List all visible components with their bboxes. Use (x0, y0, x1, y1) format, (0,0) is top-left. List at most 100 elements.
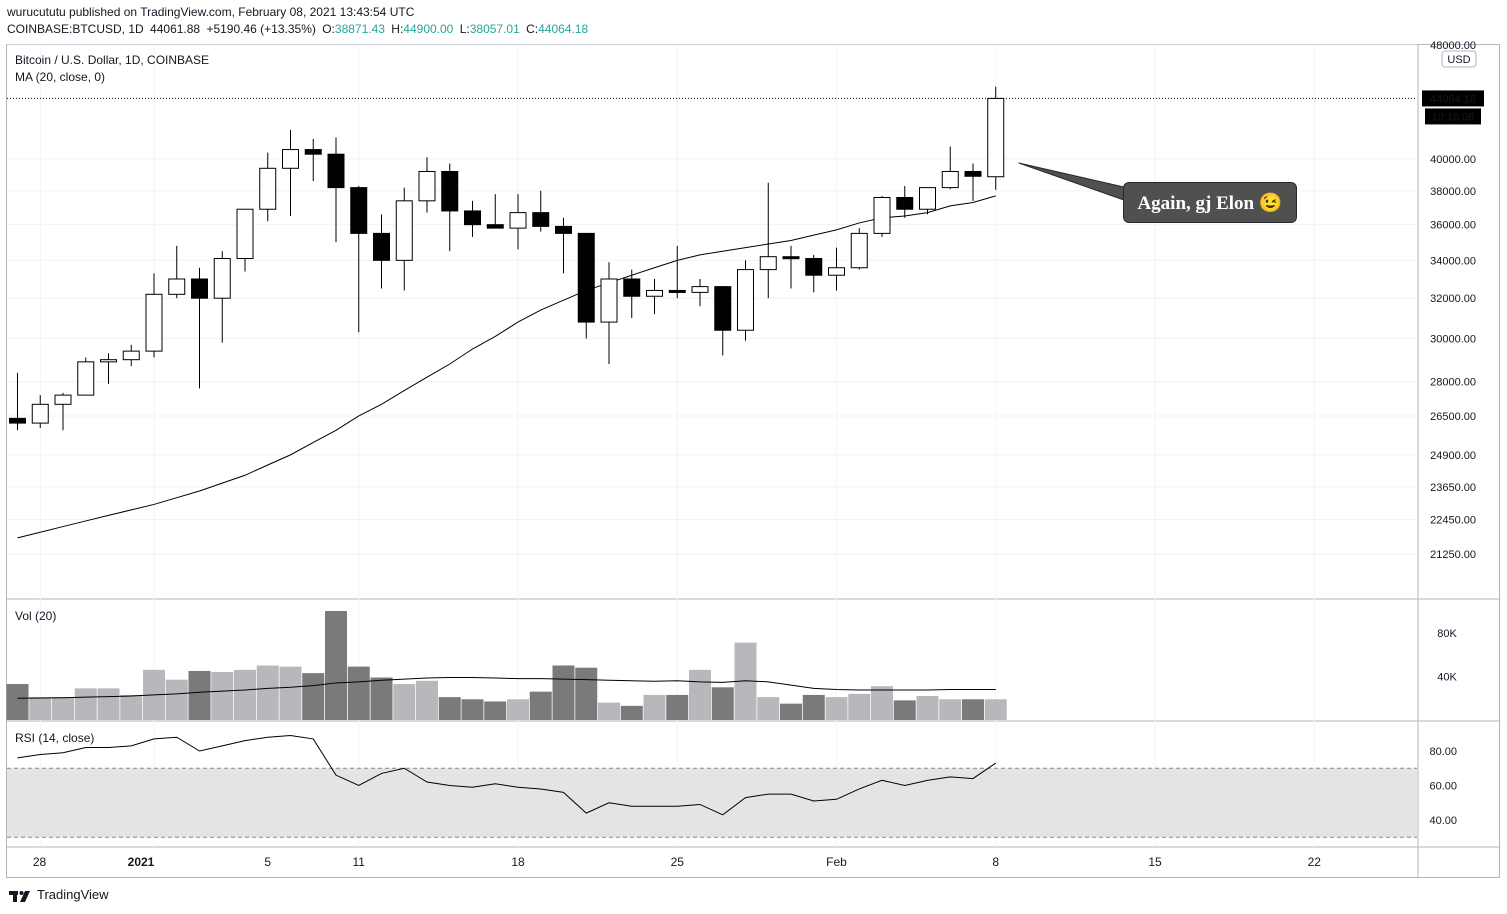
candle-down (441, 170, 459, 212)
footer-brand: TradingView (9, 887, 109, 902)
volume-legend: Vol (20) (15, 609, 57, 623)
volume-bar-up (757, 697, 780, 720)
price-axis-label: 24900.00 (1430, 450, 1476, 462)
close-label: C: (526, 22, 539, 36)
price-axis-label: 22450.00 (1430, 515, 1476, 527)
volume-bar-down (370, 677, 393, 720)
volume-bar-up (984, 699, 1007, 720)
callout-pointer (1018, 162, 1125, 201)
candle-up (395, 200, 413, 261)
candle-up (919, 187, 936, 210)
candle-down (532, 212, 550, 227)
candle-up (236, 208, 254, 260)
candle-down (350, 187, 368, 234)
price-axis-label: 40000.00 (1430, 154, 1476, 166)
candle-up (282, 149, 299, 169)
volume-bar-up (871, 686, 893, 720)
tradingview-logo-icon (9, 890, 30, 902)
volume-bar-up (393, 684, 416, 720)
price-axis-label: 38000.00 (1430, 186, 1476, 198)
rsi-legend: RSI (14, close) (15, 731, 95, 745)
price-axis-label: 48000.00 (1430, 40, 1476, 52)
time-axis-label: 15 (1148, 855, 1162, 869)
volume-bar-up (211, 672, 234, 720)
volume-bar-down (347, 666, 370, 720)
annotation-callout[interactable]: Again, gj Elon 😉 (1123, 182, 1297, 223)
time-axis-label: 2021 (128, 855, 155, 869)
volume-bar-down (620, 705, 643, 720)
volume-bar-up (643, 694, 666, 720)
candle-down (896, 196, 914, 210)
candle-down (714, 286, 732, 331)
time-axis-label: 28 (33, 855, 47, 869)
volume-bar-down (575, 667, 598, 720)
tradingview-brand: TradingView (37, 887, 109, 902)
last-price: 44061.88 (150, 22, 201, 36)
volume-bar-down (325, 611, 347, 720)
time-axis-label: 22 (1308, 855, 1322, 869)
volume-bar-down (461, 699, 484, 720)
candle-up (987, 97, 1005, 178)
volume-bar-up (256, 665, 279, 720)
volume-bar-up (234, 669, 256, 720)
candle-up (168, 278, 186, 295)
volume-bar-up (279, 666, 302, 720)
time-axis-label: Feb (826, 855, 847, 869)
candle-up (646, 289, 663, 297)
close-value: 44064.18 (538, 22, 589, 36)
candle-down (304, 149, 322, 155)
last-price-tag (1422, 90, 1484, 107)
volume-bar-up (97, 688, 120, 720)
time-axis-label: 25 (671, 855, 685, 869)
volume-bar-up (916, 696, 939, 720)
price-axis-label: 32000.00 (1430, 293, 1476, 305)
volume-bar-down (484, 701, 507, 720)
candle-down (782, 256, 800, 260)
price-axis-label: 30000.00 (1430, 334, 1476, 346)
price-axis-label: 36000.00 (1430, 220, 1476, 232)
candle-down (191, 278, 208, 299)
low-value: 38057.01 (469, 22, 520, 36)
volume-bar-up (507, 699, 529, 720)
symbol: COINBASE:BTCUSD, 1D (7, 22, 144, 36)
price-axis-label: 26500.00 (1430, 411, 1476, 423)
volume-bar-up (939, 699, 962, 720)
low-label: L: (459, 22, 470, 36)
high-value: 44900.00 (403, 22, 454, 36)
candle-up (259, 167, 277, 210)
currency-badge (1441, 50, 1477, 68)
volume-bar-up (120, 694, 143, 720)
candle-up (759, 256, 777, 271)
volume-bar-down (893, 700, 916, 720)
rsi-axis-label: 80.00 (1429, 746, 1457, 758)
volume-axis-label: 40K (1437, 671, 1457, 683)
volume-bar-down (802, 694, 825, 720)
candle-up (828, 267, 845, 276)
ma-line (17, 195, 996, 539)
time-axis-label: 11 (353, 855, 366, 869)
volume-bar-down (6, 684, 29, 720)
candle-up (100, 359, 117, 363)
candle-down (668, 289, 686, 293)
candle-up (145, 293, 163, 352)
candle-down (9, 417, 26, 424)
price-axis-label: 34000.00 (1430, 255, 1476, 267)
candle-up (873, 196, 891, 234)
price-change: +5190.46 (+13.35%) (206, 22, 316, 36)
volume-bar-up (165, 679, 188, 720)
candle-up (77, 361, 95, 396)
price-axis-label: 21250.00 (1430, 549, 1476, 561)
high-label: H: (391, 22, 404, 36)
open-label: O: (322, 22, 335, 36)
time-axis-label: 8 (992, 855, 999, 869)
candle-up (850, 232, 868, 269)
volume-bar-up (689, 669, 711, 720)
candle-up (213, 258, 231, 299)
candle-down (373, 232, 390, 261)
candle-up (691, 286, 709, 293)
candle-down (555, 225, 572, 234)
volume-bar-down (666, 694, 689, 720)
volume-bar-down (780, 703, 802, 720)
time-axis-label: 18 (511, 855, 525, 869)
